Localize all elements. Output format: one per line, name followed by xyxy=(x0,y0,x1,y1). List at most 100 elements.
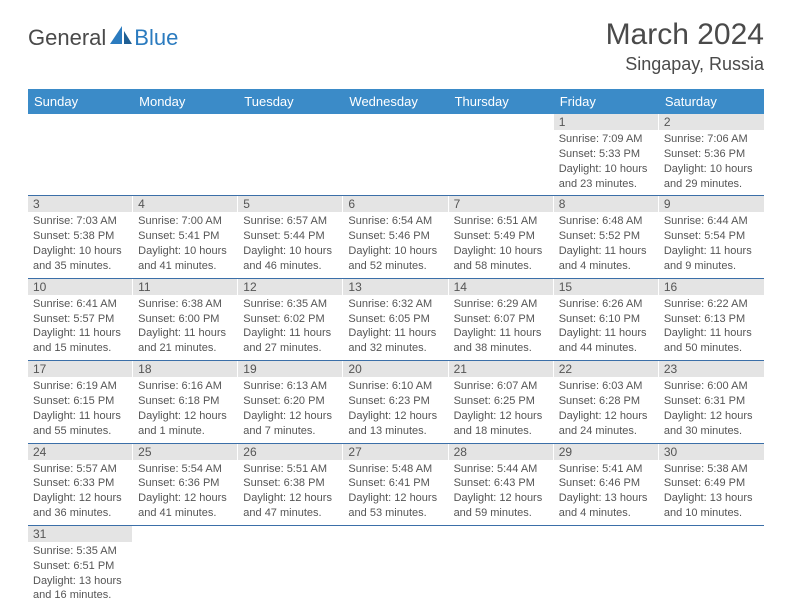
sunset-text: Sunset: 5:46 PM xyxy=(348,229,443,244)
calendar-day-cell: 21Sunrise: 6:07 AMSunset: 6:25 PMDayligh… xyxy=(449,361,554,443)
title-block: March 2024 Singapay, Russia xyxy=(606,18,764,75)
daylight-text: Daylight: 12 hours and 53 minutes. xyxy=(348,491,443,521)
day-details: Sunrise: 5:44 AMSunset: 6:43 PMDaylight:… xyxy=(449,460,554,525)
sunset-text: Sunset: 5:41 PM xyxy=(138,229,233,244)
sunset-text: Sunset: 6:28 PM xyxy=(559,394,654,409)
day-number: 13 xyxy=(343,279,448,295)
calendar-day-cell: 13Sunrise: 6:32 AMSunset: 6:05 PMDayligh… xyxy=(343,278,448,360)
sunset-text: Sunset: 6:51 PM xyxy=(33,559,128,574)
sunset-text: Sunset: 6:05 PM xyxy=(348,312,443,327)
sunrise-text: Sunrise: 6:16 AM xyxy=(138,379,233,394)
weekday-header: Monday xyxy=(133,89,238,114)
day-number: 19 xyxy=(238,361,343,377)
day-details: Sunrise: 5:41 AMSunset: 6:46 PMDaylight:… xyxy=(554,460,659,525)
day-number: 15 xyxy=(554,279,659,295)
day-details: Sunrise: 5:57 AMSunset: 6:33 PMDaylight:… xyxy=(28,460,133,525)
sunset-text: Sunset: 6:31 PM xyxy=(664,394,759,409)
empty-day xyxy=(659,526,764,542)
sunrise-text: Sunrise: 6:00 AM xyxy=(664,379,759,394)
sunset-text: Sunset: 6:49 PM xyxy=(664,476,759,491)
sunrise-text: Sunrise: 6:29 AM xyxy=(454,297,549,312)
day-details: Sunrise: 6:44 AMSunset: 5:54 PMDaylight:… xyxy=(659,212,764,277)
empty-day xyxy=(449,114,554,130)
weekday-header: Sunday xyxy=(28,89,133,114)
sunrise-text: Sunrise: 7:09 AM xyxy=(559,132,654,147)
empty-day xyxy=(133,114,238,130)
sunrise-text: Sunrise: 6:35 AM xyxy=(243,297,338,312)
daylight-text: Daylight: 12 hours and 47 minutes. xyxy=(243,491,338,521)
daylight-text: Daylight: 11 hours and 21 minutes. xyxy=(138,326,233,356)
daylight-text: Daylight: 11 hours and 27 minutes. xyxy=(243,326,338,356)
sunrise-text: Sunrise: 5:41 AM xyxy=(559,462,654,477)
sunset-text: Sunset: 6:25 PM xyxy=(454,394,549,409)
calendar-day-cell: 1Sunrise: 7:09 AMSunset: 5:33 PMDaylight… xyxy=(554,114,659,196)
location-label: Singapay, Russia xyxy=(606,54,764,75)
daylight-text: Daylight: 12 hours and 59 minutes. xyxy=(454,491,549,521)
calendar-day-cell: 7Sunrise: 6:51 AMSunset: 5:49 PMDaylight… xyxy=(449,196,554,278)
day-details: Sunrise: 7:06 AMSunset: 5:36 PMDaylight:… xyxy=(659,130,764,195)
day-details: Sunrise: 6:32 AMSunset: 6:05 PMDaylight:… xyxy=(343,295,448,360)
calendar-day-cell: 14Sunrise: 6:29 AMSunset: 6:07 PMDayligh… xyxy=(449,278,554,360)
daylight-text: Daylight: 11 hours and 9 minutes. xyxy=(664,244,759,274)
day-number: 23 xyxy=(659,361,764,377)
sunrise-text: Sunrise: 7:06 AM xyxy=(664,132,759,147)
day-details: Sunrise: 6:54 AMSunset: 5:46 PMDaylight:… xyxy=(343,212,448,277)
weekday-header: Saturday xyxy=(659,89,764,114)
sunrise-text: Sunrise: 6:19 AM xyxy=(33,379,128,394)
day-number: 31 xyxy=(28,526,133,542)
sunset-text: Sunset: 5:57 PM xyxy=(33,312,128,327)
weekday-header: Thursday xyxy=(449,89,554,114)
day-number: 26 xyxy=(238,444,343,460)
calendar-day-cell: 9Sunrise: 6:44 AMSunset: 5:54 PMDaylight… xyxy=(659,196,764,278)
sunset-text: Sunset: 6:18 PM xyxy=(138,394,233,409)
daylight-text: Daylight: 10 hours and 41 minutes. xyxy=(138,244,233,274)
sunrise-text: Sunrise: 5:51 AM xyxy=(243,462,338,477)
day-number: 3 xyxy=(28,196,133,212)
day-number: 5 xyxy=(238,196,343,212)
day-number: 11 xyxy=(133,279,238,295)
day-number: 14 xyxy=(449,279,554,295)
calendar-day-cell: 28Sunrise: 5:44 AMSunset: 6:43 PMDayligh… xyxy=(449,443,554,525)
calendar-day-cell: 2Sunrise: 7:06 AMSunset: 5:36 PMDaylight… xyxy=(659,114,764,196)
empty-day xyxy=(238,114,343,130)
calendar-day-cell xyxy=(449,525,554,607)
daylight-text: Daylight: 13 hours and 10 minutes. xyxy=(664,491,759,521)
calendar-day-cell: 18Sunrise: 6:16 AMSunset: 6:18 PMDayligh… xyxy=(133,361,238,443)
sunset-text: Sunset: 5:33 PM xyxy=(559,147,654,162)
daylight-text: Daylight: 10 hours and 46 minutes. xyxy=(243,244,338,274)
day-number: 28 xyxy=(449,444,554,460)
daylight-text: Daylight: 13 hours and 4 minutes. xyxy=(559,491,654,521)
calendar-day-cell: 8Sunrise: 6:48 AMSunset: 5:52 PMDaylight… xyxy=(554,196,659,278)
daylight-text: Daylight: 12 hours and 1 minute. xyxy=(138,409,233,439)
empty-day xyxy=(28,114,133,130)
day-details: Sunrise: 5:35 AMSunset: 6:51 PMDaylight:… xyxy=(28,542,133,607)
day-number: 18 xyxy=(133,361,238,377)
sunset-text: Sunset: 6:10 PM xyxy=(559,312,654,327)
sunset-text: Sunset: 5:52 PM xyxy=(559,229,654,244)
day-details: Sunrise: 6:16 AMSunset: 6:18 PMDaylight:… xyxy=(133,377,238,442)
day-details: Sunrise: 5:38 AMSunset: 6:49 PMDaylight:… xyxy=(659,460,764,525)
calendar-day-cell: 16Sunrise: 6:22 AMSunset: 6:13 PMDayligh… xyxy=(659,278,764,360)
daylight-text: Daylight: 12 hours and 41 minutes. xyxy=(138,491,233,521)
calendar-day-cell xyxy=(238,114,343,196)
sunrise-text: Sunrise: 5:57 AM xyxy=(33,462,128,477)
day-details: Sunrise: 5:48 AMSunset: 6:41 PMDaylight:… xyxy=(343,460,448,525)
calendar-day-cell xyxy=(449,114,554,196)
sunset-text: Sunset: 5:38 PM xyxy=(33,229,128,244)
weekday-header-row: Sunday Monday Tuesday Wednesday Thursday… xyxy=(28,89,764,114)
daylight-text: Daylight: 11 hours and 4 minutes. xyxy=(559,244,654,274)
sunrise-text: Sunrise: 7:00 AM xyxy=(138,214,233,229)
sunset-text: Sunset: 6:41 PM xyxy=(348,476,443,491)
calendar-day-cell: 22Sunrise: 6:03 AMSunset: 6:28 PMDayligh… xyxy=(554,361,659,443)
calendar-day-cell: 4Sunrise: 7:00 AMSunset: 5:41 PMDaylight… xyxy=(133,196,238,278)
day-number: 30 xyxy=(659,444,764,460)
daylight-text: Daylight: 13 hours and 16 minutes. xyxy=(33,574,128,604)
sunrise-text: Sunrise: 6:03 AM xyxy=(559,379,654,394)
day-details: Sunrise: 5:51 AMSunset: 6:38 PMDaylight:… xyxy=(238,460,343,525)
sunrise-text: Sunrise: 6:32 AM xyxy=(348,297,443,312)
day-details: Sunrise: 6:19 AMSunset: 6:15 PMDaylight:… xyxy=(28,377,133,442)
logo: General Blue xyxy=(28,24,178,51)
sunset-text: Sunset: 6:20 PM xyxy=(243,394,338,409)
calendar-day-cell: 6Sunrise: 6:54 AMSunset: 5:46 PMDaylight… xyxy=(343,196,448,278)
sunrise-text: Sunrise: 5:38 AM xyxy=(664,462,759,477)
